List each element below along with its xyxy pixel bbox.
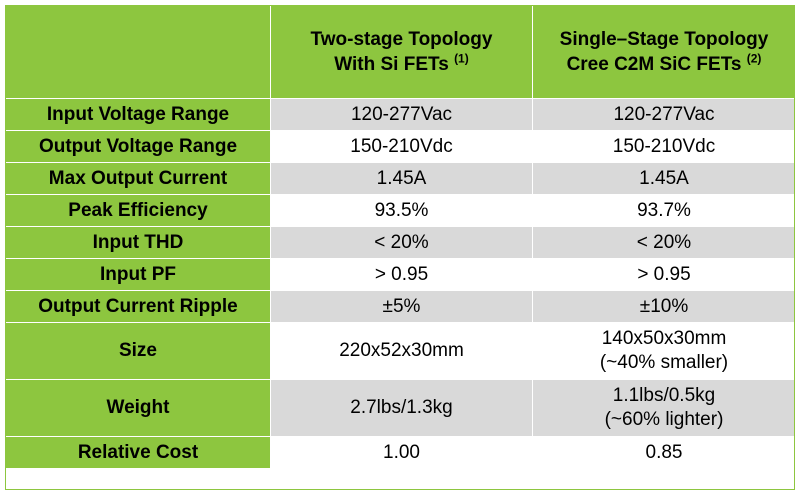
two-stage-value: 1.00 bbox=[270, 436, 533, 469]
single-stage-value: 150-210Vdc bbox=[532, 130, 796, 163]
two-stage-value: 2.7lbs/1.3kg bbox=[270, 379, 533, 437]
two-stage-value: ±5% bbox=[270, 290, 533, 323]
single-stage-value: 0.85 bbox=[532, 436, 796, 469]
table-row: Input PF > 0.95 > 0.95 bbox=[5, 258, 796, 291]
topology-comparison-table: Two-stage Topology With Si FETs (1) Sing… bbox=[5, 5, 796, 469]
single-stage-value: < 20% bbox=[532, 226, 796, 259]
single-stage-value: 93.7% bbox=[532, 194, 796, 227]
single-stage-value: > 0.95 bbox=[532, 258, 796, 291]
single-stage-value-line2: (~40% smaller) bbox=[599, 352, 729, 373]
footnote-ref-1: (1) bbox=[454, 51, 469, 66]
row-label: Size bbox=[5, 322, 271, 380]
header-corner-cell bbox=[5, 5, 271, 99]
single-stage-value: 1.1lbs/0.5kg (~60% lighter) bbox=[532, 379, 796, 437]
header-two-stage: Two-stage Topology With Si FETs (1) bbox=[270, 5, 533, 99]
single-stage-value: 1.45A bbox=[532, 162, 796, 195]
header-single-stage: Single–Stage Topology Cree C2M SiC FETs … bbox=[532, 5, 796, 99]
header-two-stage-line1: Two-stage Topology bbox=[310, 29, 493, 50]
row-label: Relative Cost bbox=[5, 436, 271, 469]
header-two-stage-line2-text: With Si FETs bbox=[334, 54, 449, 75]
header-single-stage-line1: Single–Stage Topology bbox=[559, 29, 769, 50]
single-stage-value-line1: 1.1lbs/0.5kg bbox=[612, 385, 716, 406]
two-stage-value: < 20% bbox=[270, 226, 533, 259]
table-row: Output Voltage Range 150-210Vdc 150-210V… bbox=[5, 130, 796, 163]
table-row: Max Output Current 1.45A 1.45A bbox=[5, 162, 796, 195]
comparison-table-frame: Two-stage Topology With Si FETs (1) Sing… bbox=[5, 5, 796, 490]
table-row: Output Current Ripple ±5% ±10% bbox=[5, 290, 796, 323]
table-row: Peak Efficiency 93.5% 93.7% bbox=[5, 194, 796, 227]
two-stage-value: 1.45A bbox=[270, 162, 533, 195]
two-stage-value: 93.5% bbox=[270, 194, 533, 227]
two-stage-value: 220x52x30mm bbox=[270, 322, 533, 380]
two-stage-value: > 0.95 bbox=[270, 258, 533, 291]
table-row: Size 220x52x30mm 140x50x30mm (~40% small… bbox=[5, 322, 796, 380]
table-row: Weight 2.7lbs/1.3kg 1.1lbs/0.5kg (~60% l… bbox=[5, 379, 796, 437]
table-row: Input THD < 20% < 20% bbox=[5, 226, 796, 259]
table-row: Relative Cost 1.00 0.85 bbox=[5, 436, 796, 469]
footnote-ref-2: (2) bbox=[746, 51, 762, 66]
single-stage-value-line2: (~60% lighter) bbox=[604, 409, 724, 430]
row-label: Input Voltage Range bbox=[5, 98, 271, 131]
row-label: Weight bbox=[5, 379, 271, 437]
two-stage-value: 120-277Vac bbox=[270, 98, 533, 131]
header-single-stage-line2: Cree C2M SiC FETs (2) bbox=[537, 52, 791, 77]
single-stage-value: 120-277Vac bbox=[532, 98, 796, 131]
row-label: Peak Efficiency bbox=[5, 194, 271, 227]
header-row: Two-stage Topology With Si FETs (1) Sing… bbox=[5, 5, 796, 99]
single-stage-value: ±10% bbox=[532, 290, 796, 323]
row-label: Input THD bbox=[5, 226, 271, 259]
single-stage-value-line1: 140x50x30mm bbox=[601, 328, 727, 349]
row-label: Output Voltage Range bbox=[5, 130, 271, 163]
table-row: Input Voltage Range 120-277Vac 120-277Va… bbox=[5, 98, 796, 131]
two-stage-value: 150-210Vdc bbox=[270, 130, 533, 163]
row-label: Input PF bbox=[5, 258, 271, 291]
row-label: Output Current Ripple bbox=[5, 290, 271, 323]
single-stage-value: 140x50x30mm (~40% smaller) bbox=[532, 322, 796, 380]
header-single-stage-line2-text: Cree C2M SiC FETs bbox=[566, 54, 742, 75]
header-two-stage-line2: With Si FETs (1) bbox=[275, 52, 528, 77]
row-label: Max Output Current bbox=[5, 162, 271, 195]
